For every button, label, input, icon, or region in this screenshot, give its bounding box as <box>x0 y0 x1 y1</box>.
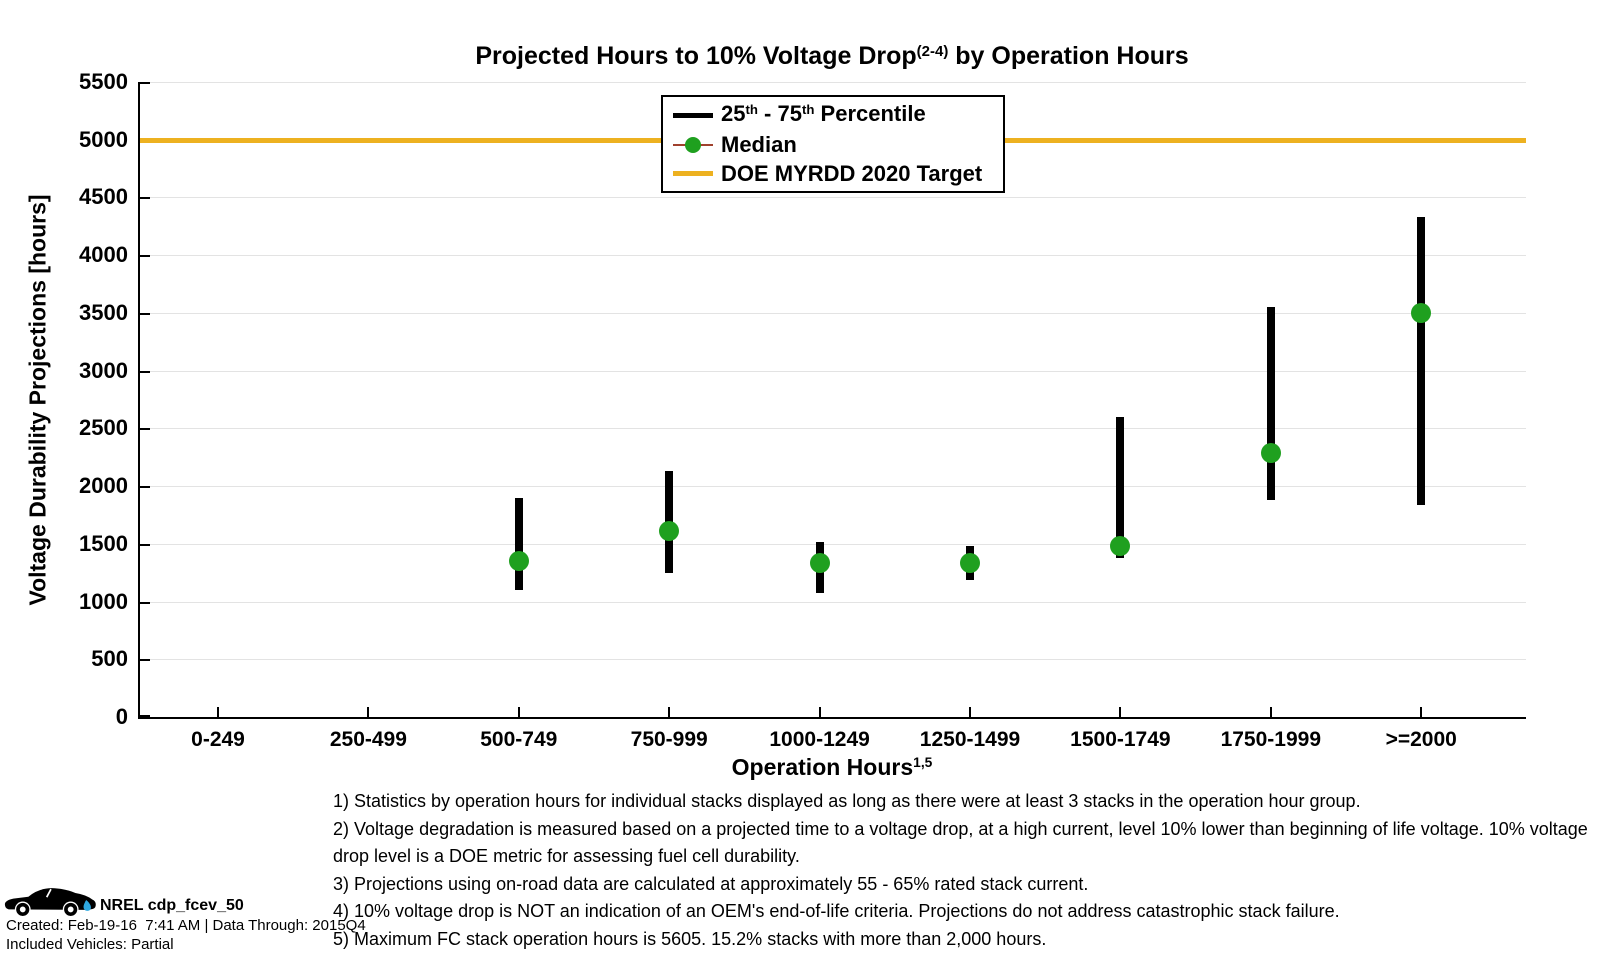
y-tick-label-3500: 3500 <box>79 299 128 325</box>
x-tick-label-6: 1500-1749 <box>1070 728 1171 751</box>
y-tick-label-0: 0 <box>115 704 128 729</box>
stamp-included-vehicles-line: Included Vehicles: Partial <box>6 936 174 953</box>
y-tick-500 <box>140 659 150 662</box>
x-tick-1 <box>367 707 370 717</box>
iqr-bar-1500-1749 <box>1116 416 1125 558</box>
y-tick-label-5000: 5000 <box>79 126 128 152</box>
x-tick-4 <box>818 707 821 717</box>
gridline-1500 <box>140 543 1526 545</box>
x-tick-label-4: 1000-1249 <box>769 728 870 751</box>
y-tick-label-2500: 2500 <box>79 415 128 441</box>
x-tick-6 <box>1119 707 1122 717</box>
x-axis-label: Operation Hours1,5 <box>731 754 933 780</box>
y-tick-label-4000: 4000 <box>79 242 128 268</box>
y-tick-3000 <box>140 370 150 373</box>
x-tick-label-3: 750-999 <box>630 728 708 751</box>
legend-label-target: DOE MYRDD 2020 Target <box>721 160 983 186</box>
footnotes: 1) Statistics by operation hours for ind… <box>333 788 1598 953</box>
median-point-500-749 <box>508 551 529 572</box>
y-tick-2000 <box>140 486 150 489</box>
gridline-1000 <box>140 601 1526 603</box>
x-tick-5 <box>969 707 971 717</box>
y-tick-3500 <box>140 312 150 315</box>
legend-label-percentile: 25th - 75th Percentile <box>721 101 926 127</box>
y-tick-0 <box>140 715 150 717</box>
median-marker-swatch-icon <box>673 137 713 154</box>
median-point->=2000 <box>1411 302 1432 323</box>
median-point-1250-1499 <box>960 553 980 574</box>
x-tick-label-7: 1750-1999 <box>1220 728 1322 751</box>
y-tick-2500 <box>140 428 150 431</box>
stamp-created-line: Created: Feb-19-16 7:41 AM | Data Throug… <box>6 917 366 934</box>
fcev-car-icon <box>4 888 96 918</box>
iqr-bar-500-749 <box>514 497 523 590</box>
x-tick-3 <box>668 707 671 717</box>
y-tick-label-4500: 4500 <box>79 184 128 210</box>
legend-label-median: Median <box>721 132 797 158</box>
footnote-2: 2) Voltage degradation is measured based… <box>333 818 1588 867</box>
footnote-4: 4) 10% voltage drop is NOT an indication… <box>333 901 1340 921</box>
gridline-500 <box>140 659 1526 661</box>
percentile-line-swatch-icon <box>673 113 713 119</box>
chart-title: Projected Hours to 10% Voltage Drop(2-4)… <box>475 42 1189 70</box>
y-tick-label-500: 500 <box>91 646 128 672</box>
x-tick-8 <box>1420 707 1423 717</box>
x-tick-7 <box>1269 707 1272 717</box>
x-tick-label-2: 500-749 <box>480 728 558 751</box>
footnote-5: 5) Maximum FC stack operation hours is 5… <box>333 928 1047 949</box>
car-window-divider <box>45 888 52 898</box>
target-line-swatch-icon <box>673 171 713 177</box>
legend-entry-percentile: 25th - 75th Percentile <box>673 100 997 131</box>
y-tick-label-3000: 3000 <box>79 357 128 383</box>
y-tick-label-1000: 1000 <box>79 588 128 614</box>
y-tick-1500 <box>140 543 150 546</box>
footnote-1: 1) Statistics by operation hours for ind… <box>333 791 1361 811</box>
x-tick-0 <box>217 707 219 717</box>
y-tick-1000 <box>140 601 150 604</box>
median-point-1000-1249 <box>809 553 830 574</box>
gridline-2500 <box>140 428 1526 430</box>
iqr-bar-1750-1999 <box>1266 307 1275 500</box>
x-tick-2 <box>517 707 520 717</box>
x-tick-label-5: 1250-1499 <box>919 728 1021 751</box>
y-tick-label-5500: 5500 <box>79 69 128 94</box>
footnote-3: 3) Projections using on-road data are ca… <box>333 873 1089 894</box>
legend: 25th - 75th Percentile Median DOE MYRDD … <box>661 95 1005 193</box>
legend-entry-median: Median <box>673 131 997 159</box>
gridline-2000 <box>140 486 1526 488</box>
gridline-3500 <box>140 312 1526 314</box>
median-point-750-999 <box>659 521 680 542</box>
gridline-4500 <box>140 197 1526 199</box>
y-tick-label-1500: 1500 <box>79 530 128 556</box>
x-tick-label-1: 250-499 <box>329 728 407 751</box>
gridline-4000 <box>140 255 1526 257</box>
gridline-5500 <box>140 82 1526 83</box>
legend-entry-target: DOE MYRDD 2020 Target <box>673 160 997 188</box>
gridline-3000 <box>140 370 1526 372</box>
iqr-bar->=2000 <box>1417 217 1426 505</box>
x-tick-label-8: >=2000 <box>1385 728 1457 751</box>
y-tick-4000 <box>140 255 150 258</box>
droplet-icon <box>83 900 91 911</box>
median-point-1500-1749 <box>1110 536 1131 557</box>
y-tick-5500 <box>140 82 150 84</box>
x-tick-label-0: 0-249 <box>191 728 245 751</box>
y-tick-4500 <box>140 197 150 200</box>
y-axis-label: Voltage Durability Projections [hours] <box>24 194 51 606</box>
stamp-title: NREL cdp_fcev_50 <box>100 897 244 914</box>
y-tick-label-2000: 2000 <box>79 473 128 499</box>
median-point-1750-1999 <box>1260 442 1281 463</box>
